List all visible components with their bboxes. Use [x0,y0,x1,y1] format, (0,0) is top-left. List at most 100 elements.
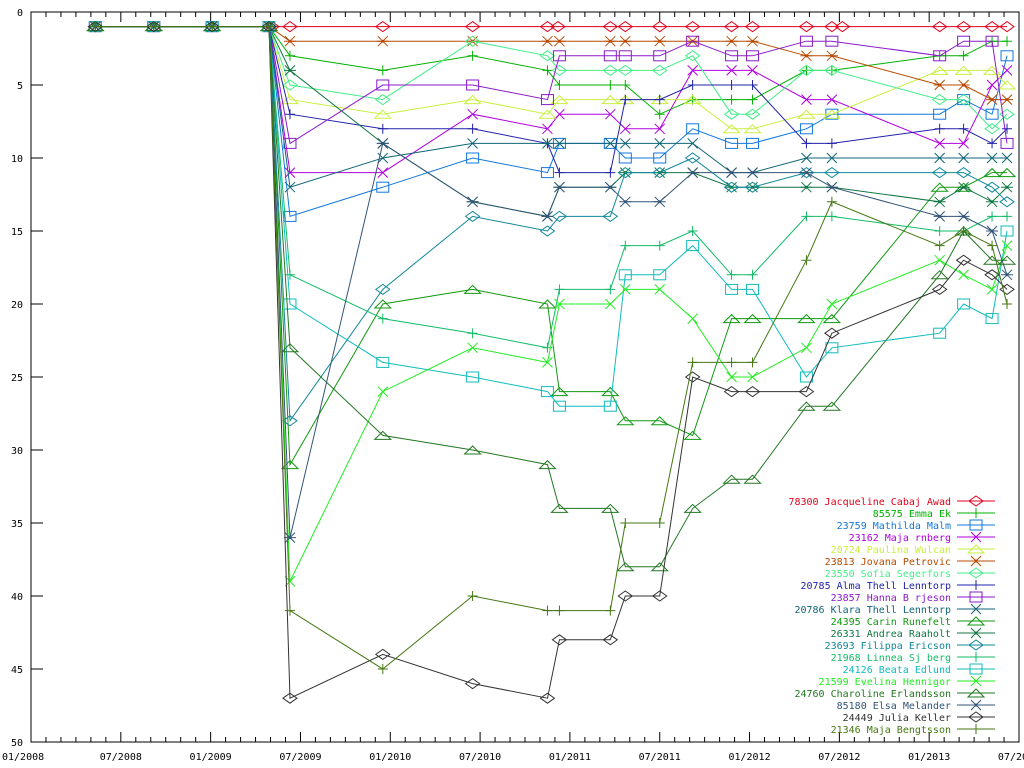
series-line [95,26,1007,568]
data-point-dot [830,54,834,58]
data-point [684,20,701,33]
data-point [934,254,946,266]
data-point [958,50,969,61]
legend-item: 20786 Klara Thell Lenntorp [794,603,995,616]
data-point-dot [730,39,734,43]
y-tick-label: 10 [11,154,23,165]
data-point [651,20,668,33]
data-point [542,123,553,135]
data-point [620,94,631,105]
x-tick-label: 07/2009 [279,752,321,763]
data-point [797,401,816,411]
data-point [984,123,1000,135]
data-point [824,327,840,339]
data-point [539,225,556,237]
data-point-dot [557,39,561,43]
data-point [619,284,631,295]
series-20 [90,21,1013,674]
data-point [799,35,813,47]
data-point [987,211,998,222]
legend-item: 23857 Hanna B rjeson [831,591,995,604]
data-point [958,123,969,134]
legend-marker [966,544,986,554]
data-point-dot [545,214,549,218]
legend-label: 23857 Hanna B rjeson [831,593,951,604]
data-point [550,20,566,33]
data-point [958,269,969,281]
data-point [986,284,998,295]
data-point [377,123,388,134]
data-point [1000,50,1014,62]
data-point-dot [990,200,994,204]
data-point [934,152,946,164]
legend-label: 21968 Linnea Sj berg [831,653,951,664]
data-point [743,474,762,484]
data-point [538,109,557,119]
data-point [933,327,947,339]
data-point [280,94,300,105]
data-point [542,605,553,616]
data-point-dot [623,200,627,204]
data-point-dot [938,214,942,218]
data-point [601,94,620,105]
data-point [464,20,481,33]
data-point [723,385,740,398]
data-point [282,692,298,704]
data-point [539,50,556,62]
y-tick-label: 40 [11,592,23,603]
data-point [554,108,565,120]
data-point [554,284,565,295]
data-point [542,138,553,149]
data-point [376,181,390,193]
data-point [284,50,295,61]
data-point [467,591,478,601]
data-point [726,357,737,368]
data-point [743,124,762,134]
legend-label: 20785 Alma Thell Lenntorp [800,581,951,592]
data-point [931,166,948,179]
data-point [654,284,666,295]
data-point [261,20,277,33]
data-point [933,108,947,120]
data-point [934,226,945,236]
data-point [687,357,698,368]
data-point [824,64,840,77]
data-point [687,313,699,324]
data-point [801,152,812,164]
data-point [148,21,159,32]
data-point [984,181,1000,193]
data-point [467,138,478,149]
legend-label: 78300 Jacqueline Cabaj Awad [788,497,951,508]
data-point [747,80,758,90]
data-point-dot [471,200,475,204]
data-point [376,356,390,368]
data-point [619,123,631,135]
data-point [604,108,616,120]
data-point [373,299,392,309]
data-point [551,634,568,646]
legend-item: 24126 Beata Edlund [843,663,995,676]
data-point [464,35,481,47]
data-point [822,401,842,411]
data-point [747,357,758,368]
legend-item: 21346 Maja Bengtsson [831,724,995,736]
data-point [651,64,668,77]
data-point [955,93,972,106]
data-point [540,167,554,179]
data-point [618,269,632,281]
data-point [654,94,665,105]
legend-marker [970,603,982,615]
data-point-dot [804,54,808,58]
legend-item: 23550 Sofia Segerfors [825,567,995,580]
data-point [687,65,699,76]
data-point [825,35,839,47]
series-line [95,26,1008,145]
data-point [746,137,760,149]
data-point [550,386,569,397]
data-point [999,196,1015,208]
data-point [722,124,741,134]
data-point-dot [1005,273,1009,277]
data-point [284,605,295,616]
data-point [955,20,972,33]
legend-marker [968,567,984,579]
